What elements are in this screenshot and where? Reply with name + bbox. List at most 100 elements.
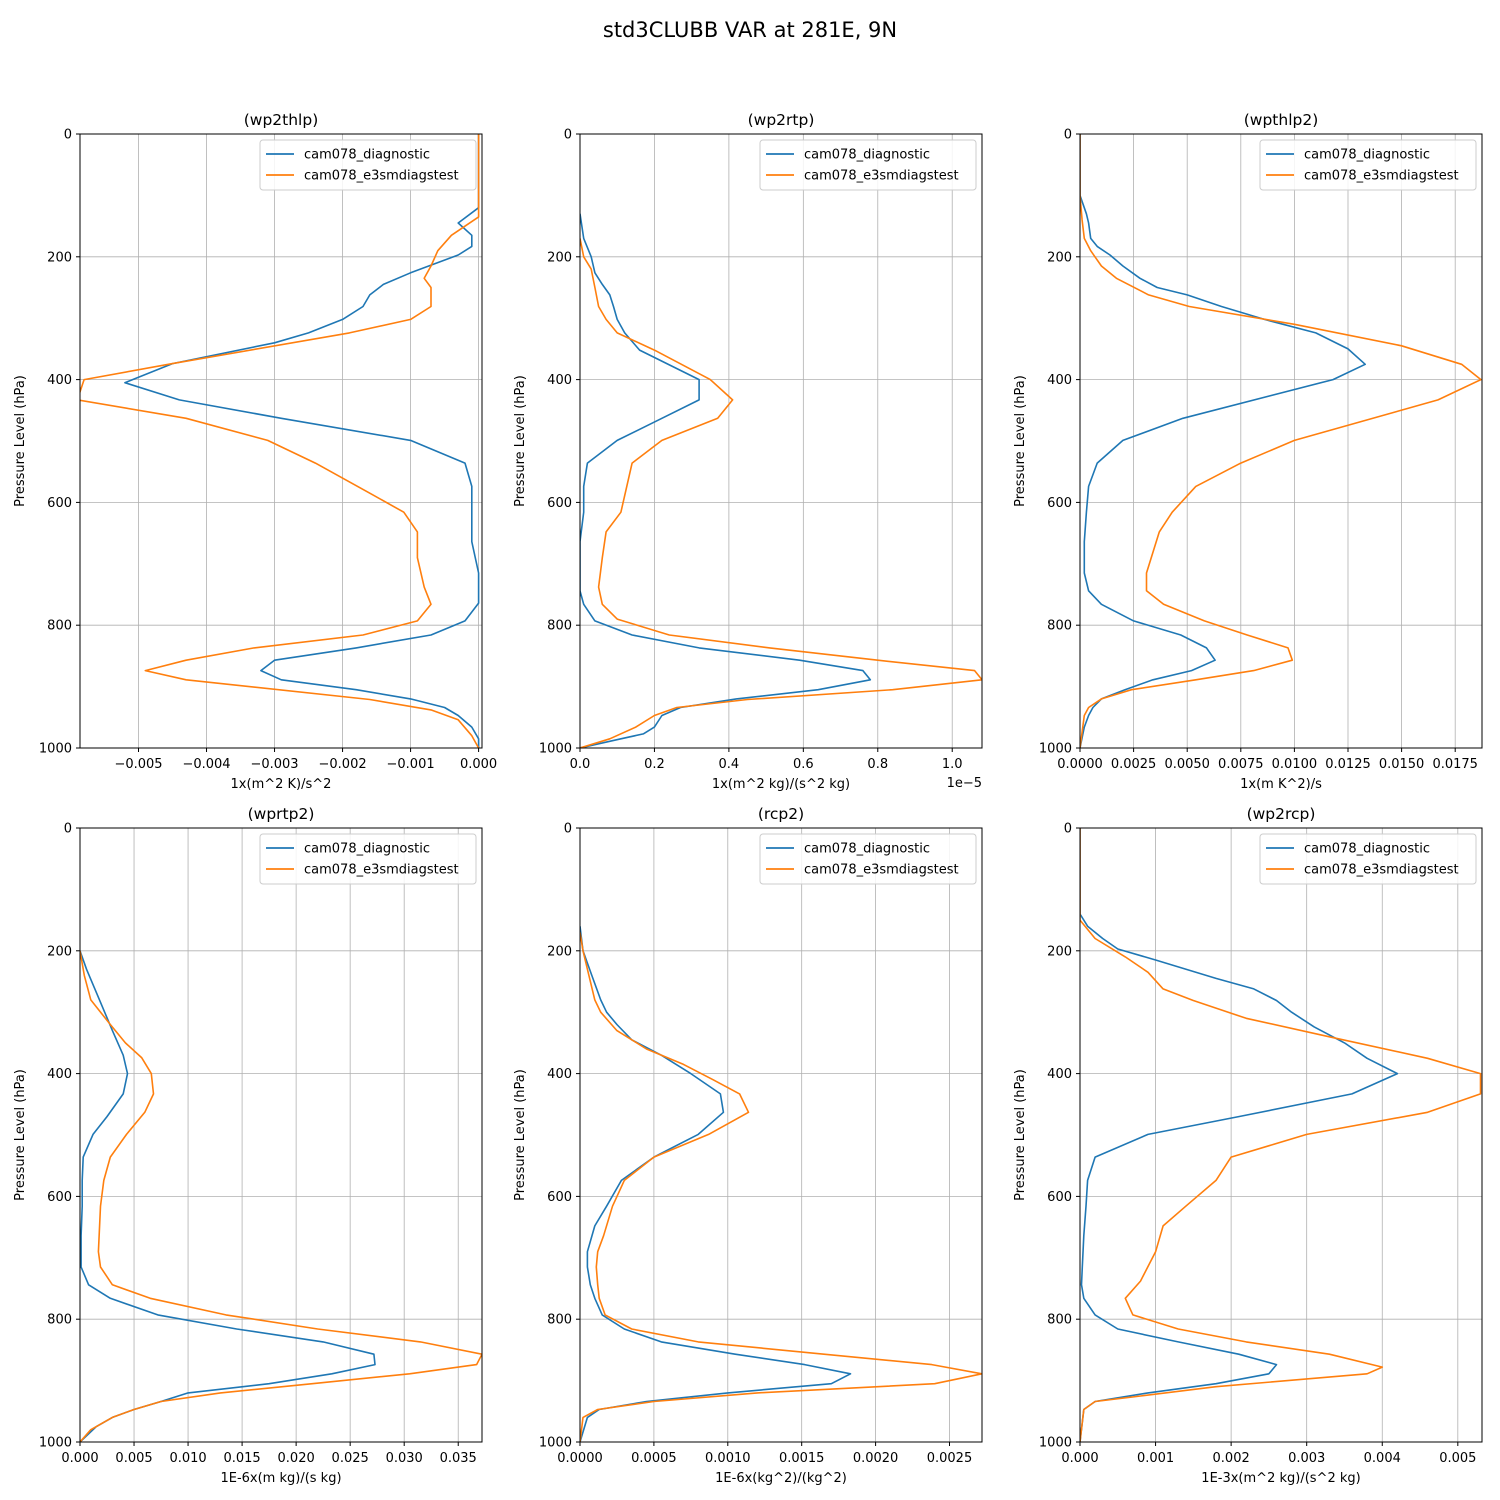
y-tick-label: 600 <box>47 1190 72 1205</box>
x-tick-label: 0.2 <box>644 757 665 772</box>
y-tick-label: 200 <box>1047 944 1072 959</box>
legend-label-cam078_e3smdiagstest: cam078_e3smdiagstest <box>804 169 959 184</box>
x-tick-label: 0.0025 <box>1111 757 1157 772</box>
x-tick-label: 0.0050 <box>1164 757 1210 772</box>
x-axis-label: 1E-3x(m^2 kg)/(s^2 kg) <box>1201 1471 1360 1486</box>
plot-frame <box>1079 133 1483 749</box>
plot-frame <box>579 133 983 749</box>
legend-label-cam078_diagnostic: cam078_diagnostic <box>304 842 430 857</box>
y-tick-label: 1000 <box>39 742 72 757</box>
x-tick-label: 0.4 <box>719 757 740 772</box>
legend-label-cam078_diagnostic: cam078_diagnostic <box>304 148 430 163</box>
y-tick-label: 400 <box>547 1067 572 1082</box>
series-line-cam078_diagnostic <box>1080 828 1399 1442</box>
x-tick-label: 0.0005 <box>631 1451 677 1466</box>
y-axis-label: Pressure Level (hPa) <box>13 1069 28 1201</box>
legend-label-cam078_diagnostic: cam078_diagnostic <box>804 148 930 163</box>
y-tick-label: 200 <box>47 944 72 959</box>
legend-box <box>259 139 477 191</box>
chart-panel-wpthlp2: 0.0000 0.0025 0.0050 0.0075 0.0100 0.0125 0.01… <box>1013 111 1483 792</box>
y-tick-label: 0 <box>1064 822 1072 837</box>
series-line-cam078_diagnostic <box>124 134 480 748</box>
y-tick-label: 0 <box>1064 128 1072 143</box>
x-tick-label: 0.005 <box>1439 1451 1476 1466</box>
y-axis-label: Pressure Level (hPa) <box>13 375 28 507</box>
y-tick-label: 0 <box>64 128 72 143</box>
y-axis-label: Pressure Level (hPa) <box>513 1069 528 1201</box>
series-line-cam078_e3smdiagstest <box>580 932 982 1442</box>
x-tick-label: 0.0125 <box>1325 757 1371 772</box>
legend-label-cam078_e3smdiagstest: cam078_e3smdiagstest <box>1304 863 1459 878</box>
legend-label-cam078_e3smdiagstest: cam078_e3smdiagstest <box>304 863 459 878</box>
y-tick-label: 800 <box>547 619 572 634</box>
x-tick-label: 0.010 <box>169 1451 206 1466</box>
x-tick-label: 0.020 <box>278 1451 315 1466</box>
x-axis-label: 1E-6x(m kg)/(s kg) <box>220 1471 341 1486</box>
x-axis-label: 1x(m K^2)/s <box>1240 777 1322 792</box>
series-line-cam078_e3smdiagstest <box>1080 134 1482 748</box>
y-tick-label: 0 <box>564 128 572 143</box>
panel-title: (wp2rtp) <box>748 111 815 129</box>
y-tick-label: 600 <box>1047 496 1072 511</box>
x-tick-label: 0.035 <box>440 1451 477 1466</box>
x-tick-label: 0.0 <box>570 757 591 772</box>
x-tick-label: 0.000 <box>1061 1451 1098 1466</box>
y-tick-label: 1000 <box>539 1436 572 1451</box>
series-line-cam078_e3smdiagstest <box>80 950 482 1442</box>
x-tick-label: −0.002 <box>319 757 367 772</box>
x-tick-label: −0.001 <box>387 757 435 772</box>
x-tick-label: 0.003 <box>1288 1451 1325 1466</box>
x-tick-label: 0.000 <box>61 1451 98 1466</box>
x-offset-text: 1e−5 <box>947 776 982 791</box>
y-tick-label: 400 <box>1047 1067 1072 1082</box>
x-tick-label: 0.0025 <box>927 1451 973 1466</box>
x-tick-label: −0.004 <box>182 757 230 772</box>
x-tick-label: 0.8 <box>867 757 888 772</box>
x-tick-label: 0.0000 <box>557 1451 603 1466</box>
y-tick-label: 200 <box>1047 250 1072 265</box>
y-tick-label: 200 <box>47 250 72 265</box>
chart-panel-wp2rtp: 0.0 0.2 0.4 0.6 0.8 1.0 0 200 400 600 800 1000 1e−5 (… <box>513 111 983 792</box>
y-tick-label: 1000 <box>39 1436 72 1451</box>
x-axis-label: 1E-6x(kg^2)/(kg^2) <box>715 1471 847 1486</box>
x-axis-label: 1x(m^2 kg)/(s^2 kg) <box>712 777 850 792</box>
legend-box <box>759 833 977 885</box>
legend-label-cam078_e3smdiagstest: cam078_e3smdiagstest <box>1304 169 1459 184</box>
series-line-cam078_e3smdiagstest <box>80 134 480 748</box>
x-tick-label: 0.0150 <box>1379 757 1425 772</box>
x-tick-label: −0.003 <box>250 757 298 772</box>
y-axis-label: Pressure Level (hPa) <box>513 375 528 507</box>
y-tick-label: 600 <box>547 1190 572 1205</box>
legend-label-cam078_e3smdiagstest: cam078_e3smdiagstest <box>804 863 959 878</box>
y-tick-label: 0 <box>64 822 72 837</box>
panel-title: (wprtp2) <box>248 805 315 823</box>
legend-box <box>259 833 477 885</box>
x-tick-label: 0.005 <box>115 1451 152 1466</box>
legend-label-cam078_diagnostic: cam078_diagnostic <box>1304 148 1430 163</box>
figure-suptitle: std3CLUBB VAR at 281E, 9N <box>603 18 897 42</box>
x-tick-label: 0.030 <box>386 1451 423 1466</box>
x-tick-label: 0.025 <box>332 1451 369 1466</box>
series-line-cam078_e3smdiagstest <box>1080 828 1482 1442</box>
series-line-cam078_diagnostic <box>80 950 376 1442</box>
y-tick-label: 1000 <box>1039 1436 1072 1451</box>
x-tick-label: 1.0 <box>942 757 963 772</box>
x-tick-label: 0.0015 <box>779 1451 825 1466</box>
chart-panel-rcp2: 0.0000 0.0005 0.0010 0.0015 0.0020 0.0025 0 200… <box>513 805 983 1486</box>
x-tick-label: 0.0100 <box>1272 757 1318 772</box>
y-tick-label: 400 <box>547 373 572 388</box>
y-tick-label: 400 <box>47 373 72 388</box>
x-axis-label: 1x(m^2 K)/s^2 <box>231 777 332 792</box>
y-tick-label: 800 <box>547 1313 572 1328</box>
chart-panel-wp2rcp: 0.000 0.001 0.002 0.003 0.004 0.005 0 200 400 600… <box>1013 805 1483 1486</box>
x-tick-label: 0.001 <box>1137 1451 1174 1466</box>
x-tick-label: −0.005 <box>114 757 162 772</box>
x-tick-label: 0.0020 <box>853 1451 899 1466</box>
panel-title: (wpthlp2) <box>1244 111 1319 129</box>
panel-title: (wp2rcp) <box>1247 805 1316 823</box>
x-tick-label: 0.002 <box>1213 1451 1250 1466</box>
y-tick-label: 600 <box>1047 1190 1072 1205</box>
legend-box <box>1259 139 1477 191</box>
